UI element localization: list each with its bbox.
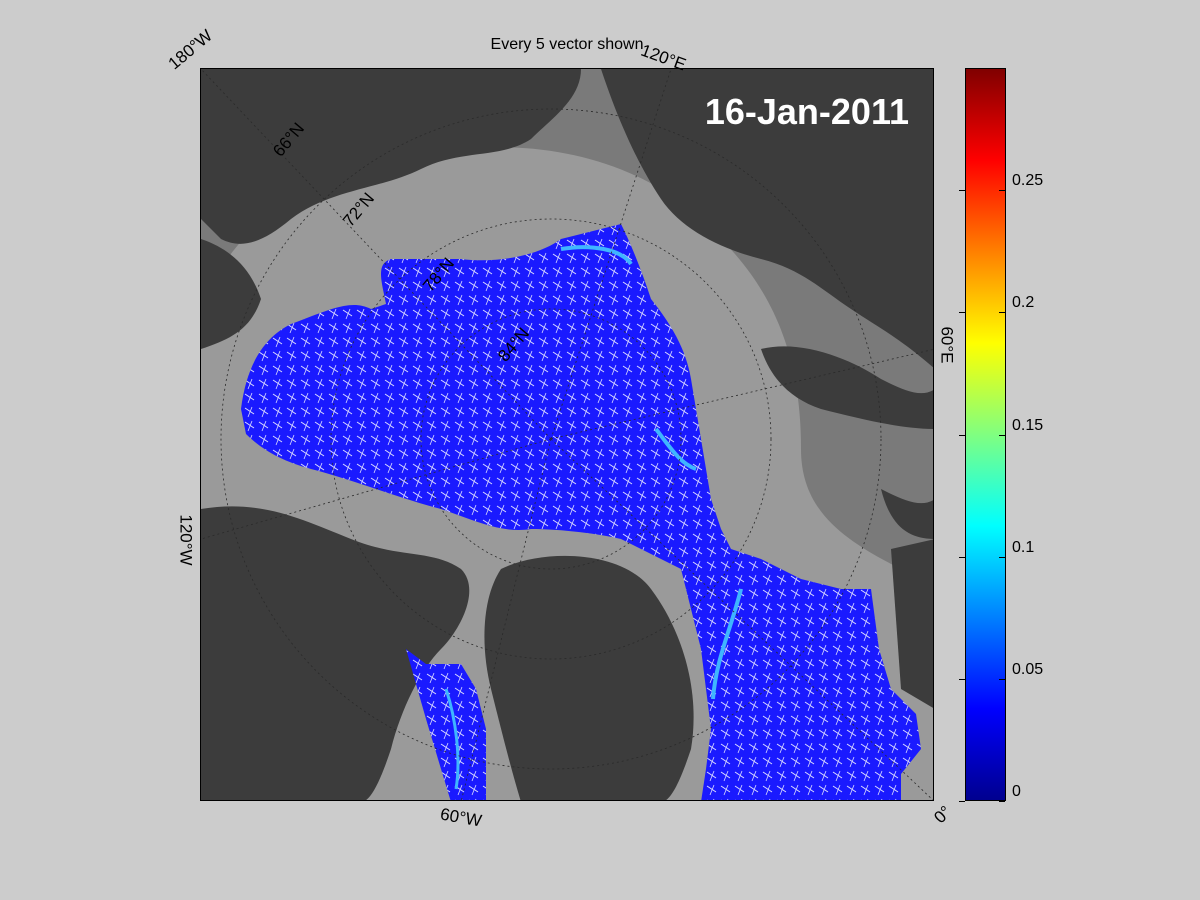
map-panel: 16-Jan-2011 <box>200 68 934 801</box>
lon-label-60w: 60°W <box>438 804 484 831</box>
lon-label-60e: 60°E <box>937 326 957 364</box>
lon-label-0: 0° <box>930 802 956 828</box>
polar-map <box>201 69 933 800</box>
colorbar-tick: 0.1 <box>958 539 1034 566</box>
colorbar-tick: 0 <box>959 783 1021 810</box>
lon-label-120w: 120°W <box>176 514 196 566</box>
figure-title: Every 5 vector shown <box>490 36 644 53</box>
colorbar-tick: 0.15 <box>958 417 1043 444</box>
colorbar-tick: 0.05 <box>958 661 1043 688</box>
date-label: 16-Jan-2011 <box>704 91 909 132</box>
colorbar-tick: 0.25 <box>958 172 1043 199</box>
colorbar-tick: 0.2 <box>958 294 1034 321</box>
